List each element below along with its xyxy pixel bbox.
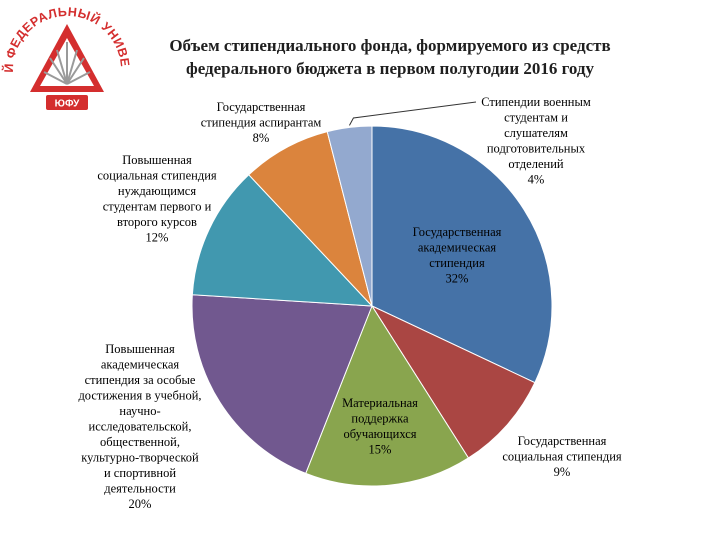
slice-label-line: и спортивной (104, 466, 176, 480)
slice-label-line: обучающихся (343, 427, 416, 441)
slice-label-line: социальная стипендия (502, 450, 622, 464)
slice-percent-label: 15% (369, 443, 392, 457)
slice-label-line: академическая (418, 241, 497, 255)
pie-slices (191, 125, 553, 487)
slice-label-line: стипендия (429, 256, 485, 270)
slice-label-1: Государственная академическая стипендия 32% (413, 225, 502, 286)
slice-label-line: нуждающимся (118, 184, 196, 198)
pie-slice-4 (191, 294, 373, 475)
university-logo: ЮЖНЫЙ ФЕДЕРАЛЬНЫЙ УНИВЕРСИТЕТ ЮФУ (0, 0, 132, 110)
slice-percent-label: 9% (554, 465, 571, 479)
pie-slice-6 (248, 131, 373, 307)
pie-slice-7 (326, 125, 373, 307)
slice-label-4: Повышенная академическая стипендия за особ… (78, 342, 201, 511)
slice-label-5: Повышенная социальная стипендия нуждающимс… (97, 153, 217, 245)
slice-label-line: слушателям (504, 126, 568, 140)
slice-label-line: стипендия за особые (85, 373, 196, 387)
pie-slice-1 (371, 125, 553, 384)
slice-label-line: Повышенная (122, 153, 192, 167)
slice-label-line: социальная стипендия (97, 169, 217, 183)
logo-badge-text: ЮФУ (55, 99, 80, 110)
slice-label-line: деятельности (104, 482, 176, 496)
slice-percent-label: 8% (253, 131, 270, 145)
pie-slice-3 (305, 304, 470, 487)
slice-label-line: студентам и (504, 111, 568, 125)
slice-label-2: Государственная социальная стипендия 9% (502, 434, 622, 479)
slice-label-line: второго курсов (117, 215, 197, 229)
slice-percent-label: 4% (528, 173, 545, 187)
slice-label-line: исследовательской, (89, 420, 192, 434)
slice-label-line: стипендия аспирантам (201, 116, 322, 130)
leader-lines (348, 101, 477, 126)
slice-label-3: Материальная поддержка обучающихся 15% (342, 396, 418, 457)
slice-label-line: студентам первого и (103, 200, 212, 214)
slice-percent-label: 20% (129, 497, 152, 511)
logo-emblem-icon (30, 24, 104, 92)
slice-label-7: Стипендии военным студентам и слушателям по… (481, 95, 591, 187)
slice-label-line: Стипендии военным (481, 95, 591, 109)
chart-title: Объем стипендиального фонда, формируемог… (169, 36, 611, 78)
slice-percent-label: 32% (446, 272, 469, 286)
pie-slice-2 (370, 304, 536, 459)
slice-label-line: подготовительных (487, 142, 586, 156)
slice-label-line: Государственная (217, 100, 306, 114)
slice-label-6: Государственная стипендия аспирантам 8% (201, 100, 322, 145)
slice-label-line: отделений (508, 157, 563, 171)
slice-labels: Государственная академическая стипендия 32%… (78, 95, 621, 511)
slice-label-line: Государственная (518, 434, 607, 448)
slice-label-line: достижения в учебной, (78, 389, 201, 403)
slice-label-line: Повышенная (105, 342, 175, 356)
pie-slice-5 (191, 174, 374, 307)
slice-label-line: научно- (119, 404, 160, 418)
slice-label-line: Материальная (342, 396, 418, 410)
slice-label-line: академическая (101, 358, 180, 372)
slice-label-line: поддержка (351, 412, 409, 426)
leader-line-military (348, 101, 477, 126)
logo-badge: ЮФУ (46, 95, 88, 110)
slice-label-line: общественной, (100, 435, 180, 449)
slice-label-line: культурно-творческой (81, 451, 199, 465)
slice-label-line: Государственная (413, 225, 502, 239)
slice-percent-label: 12% (146, 231, 169, 245)
